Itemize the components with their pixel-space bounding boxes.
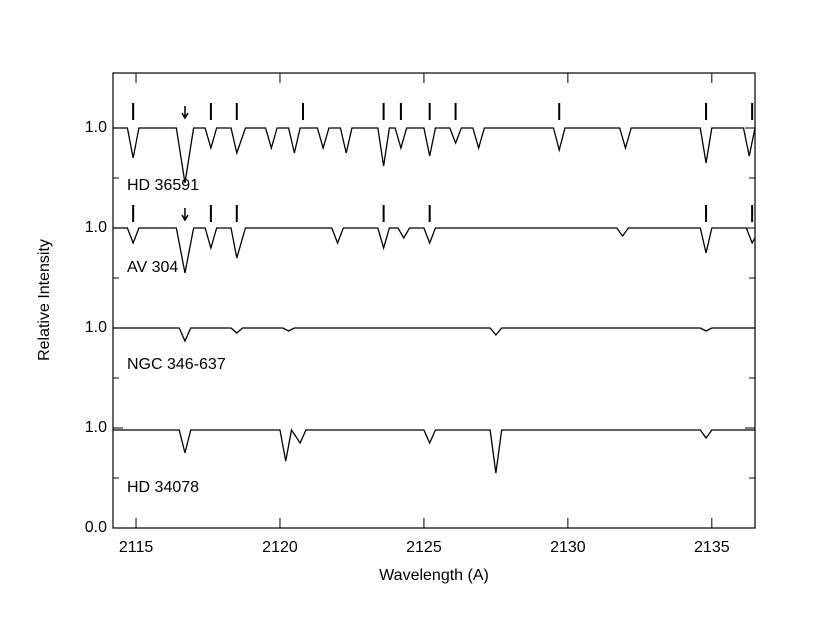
y-axis-label: Relative Intensity <box>36 239 53 361</box>
spectrum-line <box>113 428 755 474</box>
spectrum-line <box>113 227 756 274</box>
y-tick-label: 1.0 <box>85 319 107 336</box>
x-tick-label: 2115 <box>119 539 154 556</box>
x-tick-label: 2135 <box>694 539 730 556</box>
series-label: HD 36591 <box>127 177 199 194</box>
x-tick-label: 2125 <box>406 539 442 556</box>
y-tick-label: 1.0 <box>85 419 107 436</box>
series-label: NGC 346-637 <box>127 356 226 373</box>
arrow-marker <box>181 106 189 120</box>
series-label: AV 304 <box>127 259 178 276</box>
x-tick-label: 2130 <box>550 539 586 556</box>
y-tick-label: 0.0 <box>85 519 107 536</box>
y-tick-label: 1.0 <box>85 219 107 236</box>
spectrum-line <box>113 327 755 343</box>
x-tick-label: 2120 <box>262 539 298 556</box>
arrow-marker <box>181 208 189 222</box>
plot-frame <box>112 72 756 529</box>
y-tick-label: 1.0 <box>85 119 107 136</box>
x-axis-label: Wavelength (A) <box>379 567 489 584</box>
series-label: HD 34078 <box>127 479 199 496</box>
spectrum-line <box>113 127 756 184</box>
